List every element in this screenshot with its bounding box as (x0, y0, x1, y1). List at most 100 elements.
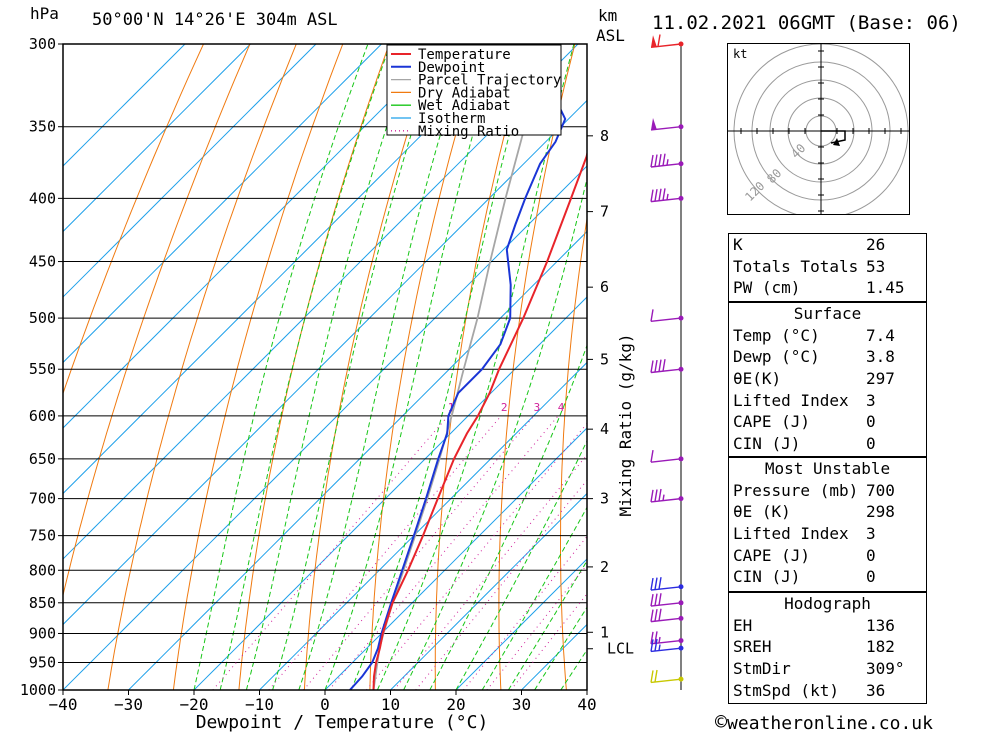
wind-barb-feather (659, 154, 661, 166)
wind-barb-feather (651, 309, 653, 321)
wind-barb-feather (663, 154, 665, 166)
pressure-label: 650 (29, 450, 56, 468)
copyright-site: weatheronline.co.uk (727, 713, 933, 734)
pressure-label: 550 (29, 360, 56, 378)
surface-label: Lifted Index (733, 390, 849, 412)
hodograph-stat-row: EH 136 (729, 615, 926, 637)
wind-barb-flag (651, 35, 657, 47)
copyright[interactable]: ©weatheronline.co.uk (715, 710, 933, 734)
isotherm-line (0, 44, 382, 690)
hodograph-stat-value: 136 (866, 615, 922, 637)
pressure-label: 800 (29, 561, 56, 579)
isotherm-line (0, 44, 513, 690)
mixing-ratio-label: 6 (593, 401, 600, 414)
wind-barb-feather (659, 189, 661, 201)
mixing-ratio-line (366, 416, 593, 690)
wind-barb (651, 593, 684, 606)
index-value: 1.45 (866, 277, 922, 299)
wet-adiabat-line (351, 44, 534, 690)
xlabel: Dewpoint / Temperature (°C) (196, 712, 489, 733)
wind-barb-feather (651, 361, 653, 373)
wet-adiabat-line (194, 44, 368, 690)
hodograph-unit: kt (733, 47, 747, 61)
pressure-label: 700 (29, 490, 56, 508)
dry-adiabat-line (678, 44, 714, 690)
mixing-ratio-line (269, 416, 501, 690)
hodograph-stat-row: StmSpd (kt)36 (729, 680, 926, 702)
wet-adiabat-line (220, 44, 390, 690)
km-tick-label: 2 (600, 558, 609, 576)
most-unstable-value: 3 (866, 523, 922, 545)
surface-label: CAPE (J) (733, 411, 810, 433)
wind-barb-feather (651, 670, 653, 682)
dry-adiabat-line (370, 44, 482, 690)
wind-barb-half (667, 159, 668, 165)
surface-row: CIN (J)0 (729, 433, 926, 455)
mixing-ratio-label: 16 (681, 401, 694, 414)
km-tick-label: 7 (600, 203, 609, 221)
pressure-label: 750 (29, 527, 56, 545)
isotherm-line (0, 44, 578, 690)
km-tick-label: 1 (600, 623, 609, 641)
wind-barb-feather (659, 593, 661, 605)
most-unstable-value: 298 (866, 501, 922, 523)
wind-barb-feather (651, 594, 653, 606)
wind-barb-feather (655, 360, 657, 372)
pressure-label: 350 (29, 118, 56, 136)
wind-barb-feather (659, 489, 661, 501)
wind-barb (651, 188, 684, 201)
most-unstable-label: CAPE (J) (733, 545, 810, 567)
series-parcel-trajectory (374, 44, 549, 690)
wind-barb (651, 609, 684, 622)
isotherm-line (129, 44, 775, 690)
index-row: PW (cm)1.45 (729, 277, 926, 299)
wet-adiabat-line (456, 44, 734, 690)
plot-frame (63, 44, 587, 690)
km-tick-label: 4 (600, 420, 609, 438)
asl-label: ASL (596, 26, 625, 45)
wind-barb-feather (655, 578, 657, 590)
isotherm-line (63, 44, 709, 690)
wind-barb-feather (651, 610, 653, 622)
pressure-label: 500 (29, 309, 56, 327)
x-tick-label: 40 (577, 695, 596, 714)
hodograph-stat-label: EH (733, 615, 752, 637)
surface-value: 3.8 (866, 346, 922, 368)
wind-barb (651, 154, 684, 167)
mixing-ratio-label: 10 (636, 401, 649, 414)
hodograph-stat-value: 309° (866, 658, 922, 680)
index-label: K (733, 234, 743, 256)
wind-barb-feather (659, 609, 661, 621)
km-tick-label: 5 (600, 350, 609, 368)
mixing-ratio-label: 20 (703, 401, 716, 414)
dry-adiabat-line (943, 44, 1000, 690)
wind-barb (651, 670, 684, 682)
wind-barb-feather (655, 594, 657, 606)
hodograph-stat-value: 36 (866, 680, 922, 702)
most-unstable-label: CIN (J) (733, 566, 800, 588)
wind-barb-staff (651, 318, 681, 321)
legend-label: Mixing Ratio (418, 124, 519, 140)
dry-adiabat-line (992, 44, 1000, 690)
pressure-label: 850 (29, 594, 56, 612)
wind-barb-staff (651, 459, 681, 462)
right-axis-label: Mixing Ratio (g/kg) (616, 333, 635, 516)
pressure-label: 300 (29, 35, 56, 53)
most-unstable-value: 700 (866, 480, 922, 502)
wind-barb-feather (655, 489, 657, 501)
mixing-ratio-line (329, 416, 558, 690)
hodograph-ring-label: 40 (788, 141, 808, 161)
most-unstable-label: θE (K) (733, 501, 791, 523)
datetime-title: 11.02.2021 06GMT (Base: 06) (652, 12, 961, 34)
index-value: 53 (866, 256, 922, 278)
km-label: km (598, 6, 617, 25)
surface-label: Dewp (°C) (733, 346, 820, 368)
wet-adiabat-line (299, 44, 468, 690)
wind-barb-feather (658, 35, 660, 47)
